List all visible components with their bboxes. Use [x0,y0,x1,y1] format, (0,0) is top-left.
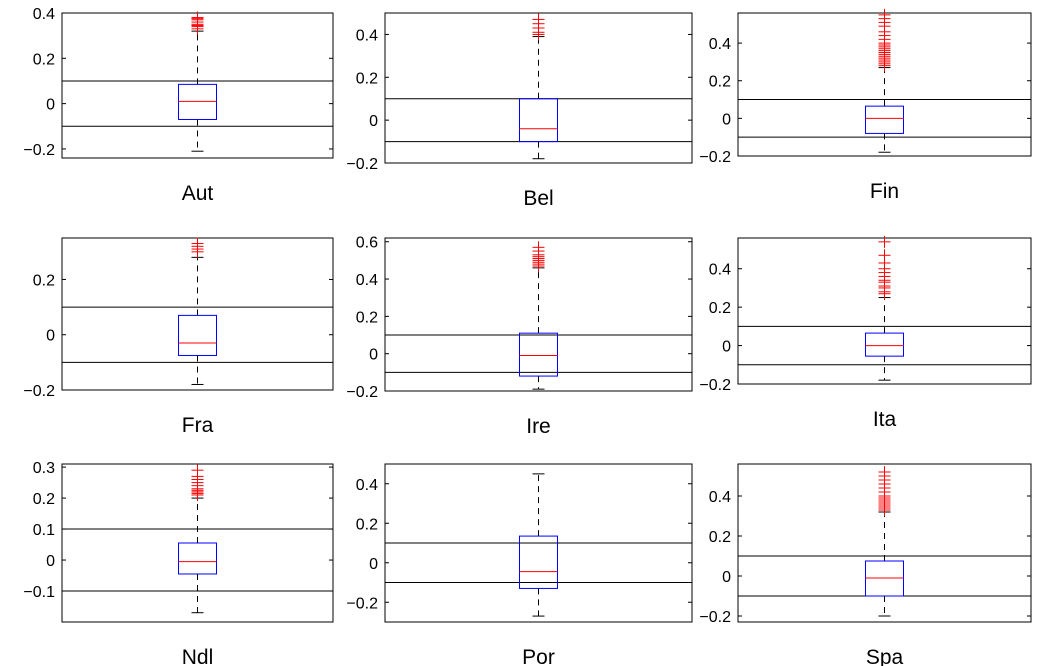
panel-aut: −0.2 0 0.2 0.4 Aut [23,6,334,205]
y-tick-label: 0 [369,347,378,364]
outlier-marker [878,249,891,262]
y-tick-label: 0.2 [33,272,55,289]
panel-ndl: −0.1 0 0.1 0.2 0.3 Ndl [23,460,334,666]
y-tick-label: 0.2 [356,309,378,326]
panel-label: Ndl [182,646,214,666]
y-tick-label: 0 [722,111,731,128]
outlier-marker [191,464,204,477]
panel-label: Bel [523,187,553,210]
panel-ita: −0.2 0 0.2 0.4 Ita [699,235,1032,431]
y-tick-label: 0.2 [356,516,378,533]
y-tick-label: 0.2 [33,491,55,508]
y-tick-label: −0.2 [23,383,55,400]
y-tick-label: 0 [46,553,55,570]
y-tick-label: 0.2 [33,51,55,68]
iqr-box [865,332,904,357]
y-tick-label: 0.1 [33,522,55,539]
panel-label: Por [522,646,555,666]
panel-por: −0.2 0 0.2 0.4 Por [346,463,693,666]
iqr-box [519,332,558,377]
outlier-marker [878,8,891,21]
outlier-marker [532,13,545,26]
panel-label: Fin [870,180,899,203]
iqr-box [519,98,558,143]
panel-label: Fra [182,414,214,437]
outlier-marker [191,11,204,24]
y-tick-label: −0.2 [23,142,55,159]
y-tick-label: 0 [46,97,55,114]
y-tick-label: 0.6 [356,235,378,252]
iqr-box [178,83,217,120]
iqr-box [519,535,558,589]
iqr-box [865,105,904,134]
panel-fin: −0.2 0 0.2 0.4 Fin [699,8,1032,203]
y-tick-label: 0.2 [709,300,731,317]
y-tick-label: 0.4 [709,36,731,53]
y-tick-label: −0.2 [699,377,731,394]
y-tick-label: 0.2 [356,70,378,87]
y-tick-label: 0.4 [33,6,55,23]
y-tick-label: 0.3 [33,460,55,477]
y-tick-label: 0.2 [709,74,731,91]
panel-label: Ire [526,415,551,438]
y-tick-label: −0.2 [346,156,378,173]
y-tick-label: 0.4 [356,477,378,494]
outlier-marker [191,237,204,250]
iqr-box [178,542,217,575]
y-tick-label: 0 [369,113,378,130]
outlier-marker [532,241,545,254]
y-tick-label: 0 [46,328,55,345]
y-tick-label: −0.2 [346,595,378,612]
panel-label: Spa [866,646,904,666]
panel-fra: −0.2 0 0.2 Fra [23,237,334,437]
y-tick-label: 0.4 [709,489,731,506]
y-tick-label: −0.1 [23,584,55,601]
y-tick-label: 0.4 [356,27,378,44]
panel-spa: −0.2 0 0.2 0.4 Spa [699,463,1032,666]
axes-frame [384,12,693,164]
panel-label: Aut [182,182,214,205]
panel-label: Ita [873,408,897,431]
iqr-box [178,314,217,356]
y-tick-label: 0.4 [709,262,731,279]
outlier-marker [878,466,891,478]
outlier-marker [878,235,891,248]
panel-bel: −0.2 0 0.2 0.4 Bel [346,12,693,210]
axes-frame [384,237,693,392]
y-tick-label: −0.2 [699,609,731,626]
axes-frame [61,463,334,623]
y-tick-label: 0 [722,569,731,586]
y-tick-label: 0 [369,556,378,573]
y-tick-label: 0.4 [356,272,378,289]
panel-ire: −0.2 0 0.2 0.4 0.6 Ire [346,235,693,438]
y-tick-label: −0.2 [699,149,731,166]
axes-frame [737,463,1032,623]
y-tick-label: −0.2 [346,384,378,401]
y-tick-label: 0.2 [709,529,731,546]
y-tick-label: 0 [722,339,731,356]
